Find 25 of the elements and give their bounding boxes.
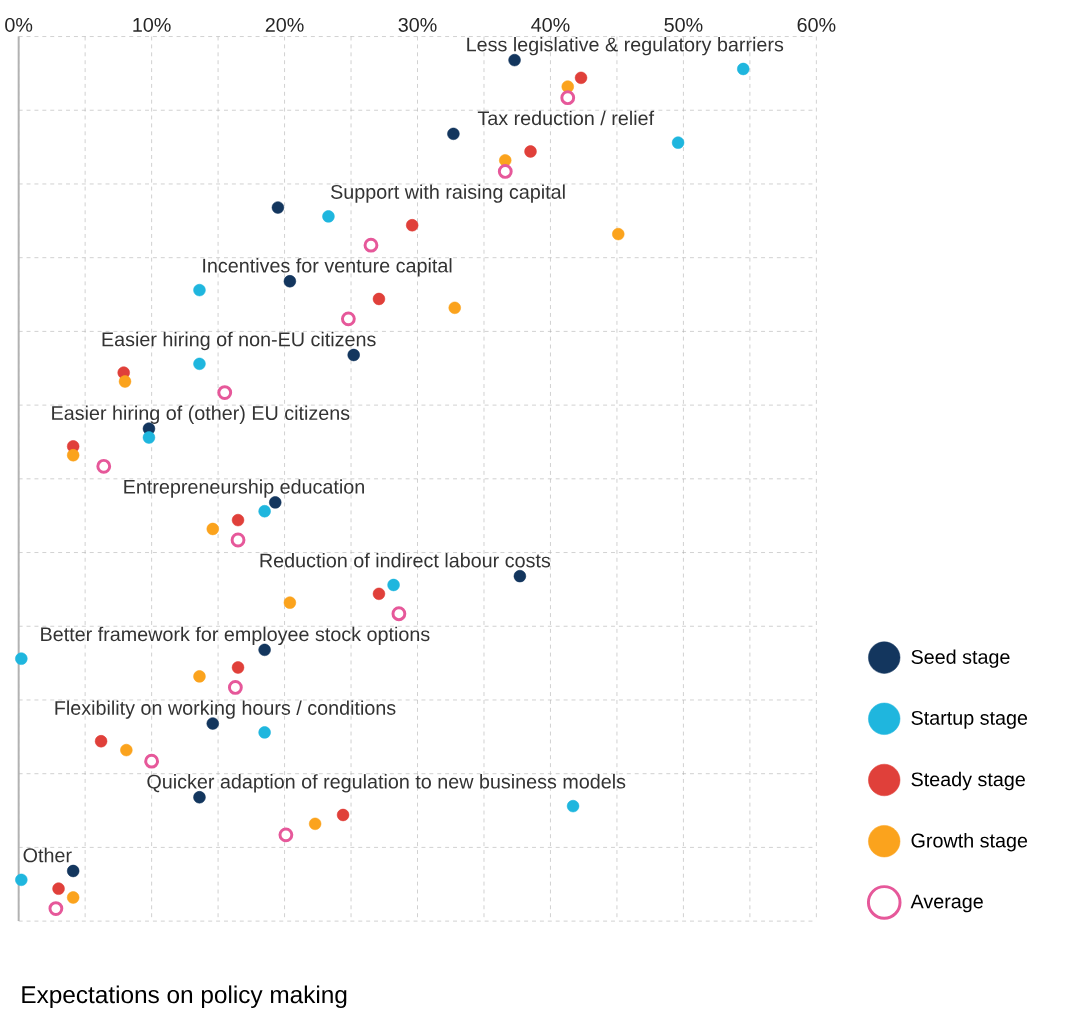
text: Expectations on policy making [22, 985, 347, 1009]
legend-label: Average [910, 894, 983, 913]
y-tick-label: Other [23, 847, 72, 863]
y-tick-label: Incentives for venture capital [203, 258, 452, 277]
x-tick-label: 30% [398, 17, 437, 32]
y-tick-label: Reduction of indirect labour costs [260, 553, 551, 568]
x-tick-label: 60% [797, 17, 836, 32]
x-tick-label: 20% [265, 17, 304, 32]
legend-label: Steady stage [911, 771, 1025, 791]
y-tick-label: Tax reduction / relief [477, 110, 655, 126]
x-tick-label: 40% [531, 17, 570, 32]
y-tick-label: Less legislative & regulatory barriers [467, 37, 784, 56]
y-tick-label: Easier hiring of non-EU citizens [102, 331, 376, 351]
y-tick-label: Quicker adaption of regulation to new business models [147, 774, 626, 793]
x-tick-label: 0% [5, 17, 33, 32]
legend-label: Startup stage [911, 710, 1028, 729]
x-tick-label: 50% [664, 17, 703, 32]
x-tick-label: 10% [133, 17, 171, 32]
legend-label: Seed stage [911, 649, 1010, 668]
y-tick-label: Better framework for employee stock options [41, 626, 430, 646]
y-tick-label: Entrepreneurship education [124, 479, 364, 498]
y-tick-label: Flexibility on working hours / conditions [55, 700, 396, 719]
legend-label: Growth stage [911, 833, 1028, 852]
y-tick-label: Support with raising capital [330, 184, 565, 203]
y-tick-label: Easier hiring of (other) EU citizens [52, 405, 350, 424]
